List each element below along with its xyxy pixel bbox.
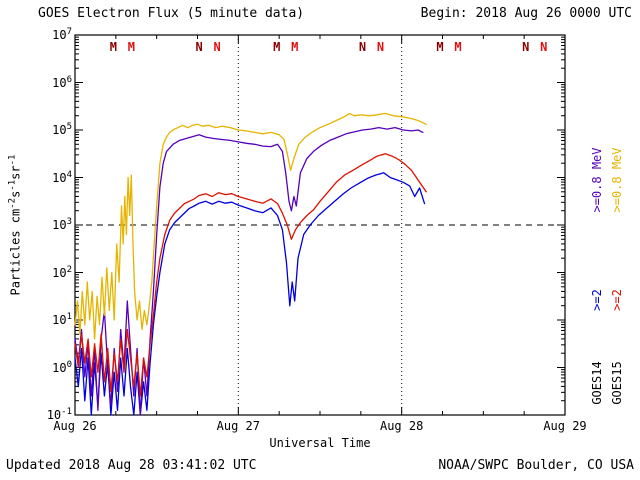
y-tick-label: 104 bbox=[52, 169, 72, 185]
satellite-noon-marker: N bbox=[377, 40, 384, 54]
x-tick-label: Aug 27 bbox=[216, 419, 260, 433]
y-tick-label: 103 bbox=[52, 217, 72, 232]
x-tick-label: Aug 29 bbox=[543, 419, 587, 433]
legend-satellite-goes15: GOES15 bbox=[610, 361, 624, 405]
updated-timestamp: Updated 2018 Aug 28 03:41:02 UTC bbox=[6, 458, 257, 473]
y-axis-title: Particles cm-2s-1sr-1 bbox=[7, 154, 23, 296]
satellite-midnight-marker: M bbox=[291, 40, 298, 54]
satellite-midnight-marker: M bbox=[273, 40, 280, 54]
y-tick-label: 105 bbox=[52, 122, 72, 137]
satellite-midnight-marker: M bbox=[128, 40, 135, 54]
satellite-noon-marker: N bbox=[359, 40, 366, 54]
begin-timestamp: Begin: 2018 Aug 26 0000 UTC bbox=[420, 6, 632, 21]
y-tick-label: 10-1 bbox=[46, 407, 72, 422]
x-tick-label: Aug 26 bbox=[53, 419, 97, 433]
legend-goes14-e2-channel: >=2 bbox=[590, 289, 604, 311]
satellite-midnight-marker: M bbox=[454, 40, 461, 54]
y-tick-label: 102 bbox=[52, 264, 72, 280]
x-tick-label: Aug 28 bbox=[379, 419, 424, 433]
y-tick-label: 106 bbox=[52, 74, 72, 90]
chart-title: GOES Electron Flux (5 minute data) bbox=[38, 6, 305, 21]
series-goes14-0.8-mev bbox=[74, 126, 424, 416]
satellite-noon-marker: N bbox=[540, 40, 547, 54]
source-credit: NOAA/SWPC Boulder, CO USA bbox=[438, 458, 634, 473]
satellite-noon-marker: N bbox=[196, 40, 203, 54]
y-tick-label: 101 bbox=[52, 312, 72, 327]
y-tick-label: 100 bbox=[52, 359, 72, 375]
series-goes15-2-mev bbox=[74, 153, 427, 397]
x-axis-title: Universal Time bbox=[269, 436, 371, 450]
legend-goes15-e08-channel: >=0.8 MeV bbox=[610, 147, 624, 213]
legend-goes14-e08-channel: >=0.8 MeV bbox=[590, 147, 604, 213]
satellite-midnight-marker: M bbox=[436, 40, 443, 54]
satellite-noon-marker: N bbox=[213, 40, 220, 54]
legend-satellite-goes14: GOES14 bbox=[590, 361, 604, 405]
satellite-noon-marker: N bbox=[522, 40, 529, 54]
legend-goes15-e2-channel: >=2 bbox=[610, 289, 624, 311]
satellite-midnight-marker: M bbox=[110, 40, 117, 54]
series-goes14-2-mev bbox=[74, 172, 426, 416]
y-tick-label: 107 bbox=[52, 27, 72, 42]
series-goes15-0.8-mev bbox=[74, 112, 427, 340]
